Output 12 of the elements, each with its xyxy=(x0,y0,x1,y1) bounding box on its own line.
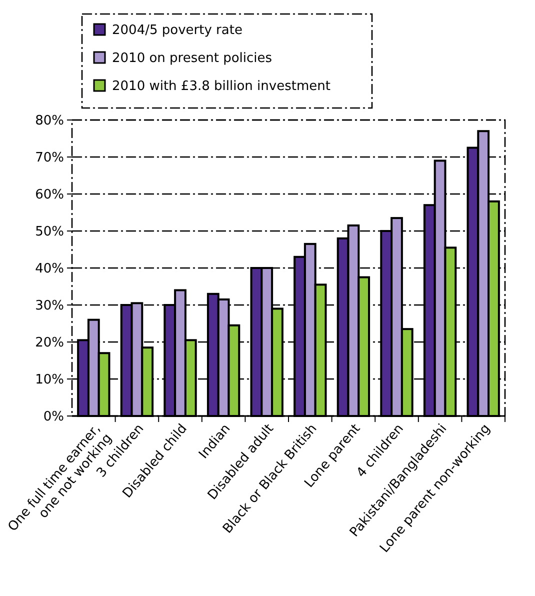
y-tick-label: 80% xyxy=(35,114,64,129)
y-tick-label: 30% xyxy=(35,298,64,314)
legend-label: 2010 with £3.8 billion investment xyxy=(112,79,330,94)
y-tick-label: 50% xyxy=(35,224,64,240)
legend-label: 2010 on present policies xyxy=(112,51,272,66)
y-tick-label: 0% xyxy=(43,410,64,425)
legend-label: 2004/5 poverty rate xyxy=(112,23,242,38)
y-tick-label: 20% xyxy=(35,336,64,351)
y-tick-label: 40% xyxy=(35,262,64,277)
y-tick-label: 70% xyxy=(35,150,64,166)
y-tick-label: 60% xyxy=(35,188,64,203)
y-tick-label: 10% xyxy=(35,372,64,388)
